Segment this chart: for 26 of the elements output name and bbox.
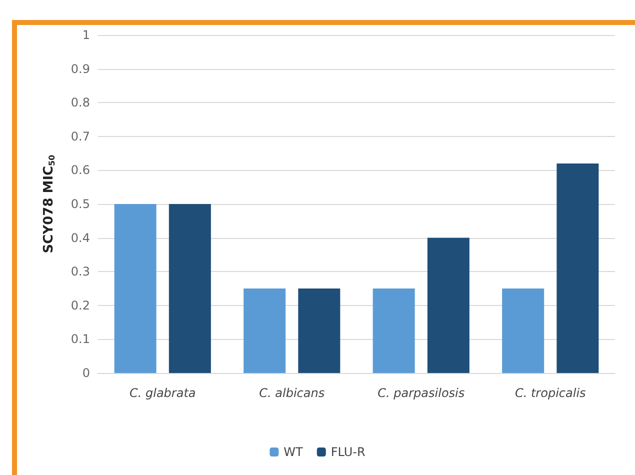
legend-label: WT [284, 445, 304, 459]
legend-label: FLU-R [330, 445, 366, 459]
y-tick-label: 1 [82, 28, 90, 42]
bar [556, 163, 599, 373]
y-tick-label: 0.9 [70, 62, 90, 76]
y-tick-label: 0.6 [70, 163, 90, 178]
bar [114, 204, 156, 373]
bar [168, 204, 211, 373]
y-tick-label: 0 [82, 366, 90, 380]
y-tick-label: 0.7 [70, 129, 90, 144]
y-tick-label: 0.3 [70, 264, 90, 279]
bar [372, 288, 415, 373]
y-tick-label: 0.1 [70, 332, 90, 346]
x-tick-label: C. glabrata [129, 386, 196, 400]
bar [502, 288, 544, 373]
y-tick-label: 0.4 [70, 230, 90, 245]
y-axis-title: SCY078 MIC50 [42, 154, 56, 254]
bar [427, 238, 470, 373]
x-tick-label: C. parpasilosis [378, 386, 465, 400]
bar [298, 288, 340, 373]
x-tick-label: C. tropicalis [514, 386, 586, 400]
y-tick-label: 0.2 [70, 298, 90, 312]
y-tick-label: 0.8 [70, 96, 90, 110]
bar [244, 288, 286, 373]
x-tick-label: C. albicans [259, 386, 325, 400]
y-tick-label: 0.5 [70, 197, 90, 211]
